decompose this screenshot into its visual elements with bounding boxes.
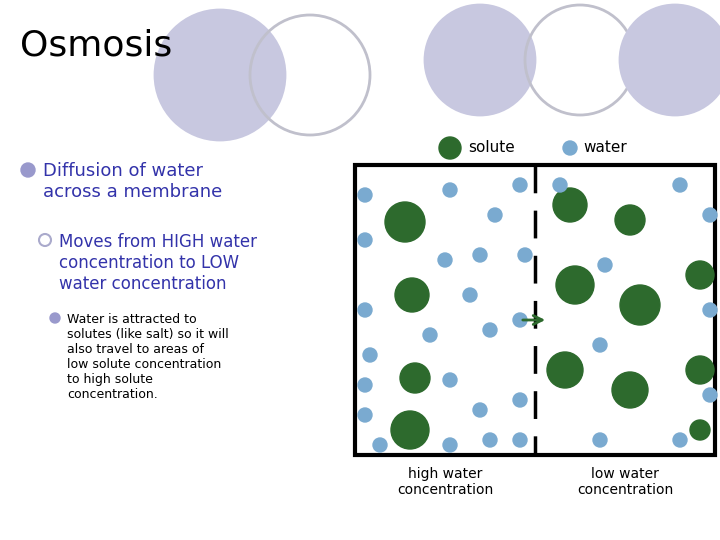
Circle shape xyxy=(395,278,429,312)
Circle shape xyxy=(518,248,532,262)
Circle shape xyxy=(547,352,583,388)
Circle shape xyxy=(473,248,487,262)
Circle shape xyxy=(21,163,35,177)
Circle shape xyxy=(703,303,717,317)
Circle shape xyxy=(391,411,429,449)
Text: Water is attracted to
solutes (like salt) so it will
also travel to areas of
low: Water is attracted to solutes (like salt… xyxy=(67,313,229,401)
Text: low water
concentration: low water concentration xyxy=(577,467,673,497)
Circle shape xyxy=(443,183,457,197)
Circle shape xyxy=(473,403,487,417)
Circle shape xyxy=(483,433,497,447)
Text: water: water xyxy=(583,140,626,156)
Circle shape xyxy=(400,363,430,393)
Text: high water
concentration: high water concentration xyxy=(397,467,493,497)
Circle shape xyxy=(593,433,607,447)
Circle shape xyxy=(620,5,720,115)
Circle shape xyxy=(358,188,372,202)
Circle shape xyxy=(438,253,452,267)
Circle shape xyxy=(488,208,502,222)
Circle shape xyxy=(615,205,645,235)
Bar xyxy=(355,165,715,455)
Circle shape xyxy=(439,137,461,159)
Circle shape xyxy=(593,338,607,352)
Circle shape xyxy=(513,178,527,192)
Circle shape xyxy=(686,261,714,289)
Circle shape xyxy=(686,356,714,384)
Circle shape xyxy=(363,348,377,362)
Text: solute: solute xyxy=(468,140,515,156)
Circle shape xyxy=(358,408,372,422)
Circle shape xyxy=(703,208,717,222)
Circle shape xyxy=(598,258,612,272)
Circle shape xyxy=(553,188,587,222)
Circle shape xyxy=(443,438,457,452)
Circle shape xyxy=(612,372,648,408)
Circle shape xyxy=(358,303,372,317)
Circle shape xyxy=(690,420,710,440)
Circle shape xyxy=(703,388,717,402)
Circle shape xyxy=(155,10,285,140)
Circle shape xyxy=(513,393,527,407)
Circle shape xyxy=(553,178,567,192)
Circle shape xyxy=(620,285,660,325)
Circle shape xyxy=(50,313,60,323)
Circle shape xyxy=(673,433,687,447)
Circle shape xyxy=(358,378,372,392)
Circle shape xyxy=(463,288,477,302)
Circle shape xyxy=(513,433,527,447)
Text: Moves from HIGH water
concentration to LOW
water concentration: Moves from HIGH water concentration to L… xyxy=(59,233,257,293)
Circle shape xyxy=(385,202,425,242)
Circle shape xyxy=(423,328,437,342)
Circle shape xyxy=(673,178,687,192)
Text: Osmosis: Osmosis xyxy=(20,28,172,62)
Circle shape xyxy=(556,266,594,304)
Circle shape xyxy=(483,323,497,337)
Circle shape xyxy=(513,313,527,327)
Circle shape xyxy=(563,141,577,155)
Circle shape xyxy=(425,5,535,115)
Text: Diffusion of water
across a membrane: Diffusion of water across a membrane xyxy=(43,162,222,201)
Circle shape xyxy=(373,438,387,452)
Circle shape xyxy=(358,233,372,247)
Circle shape xyxy=(443,373,457,387)
